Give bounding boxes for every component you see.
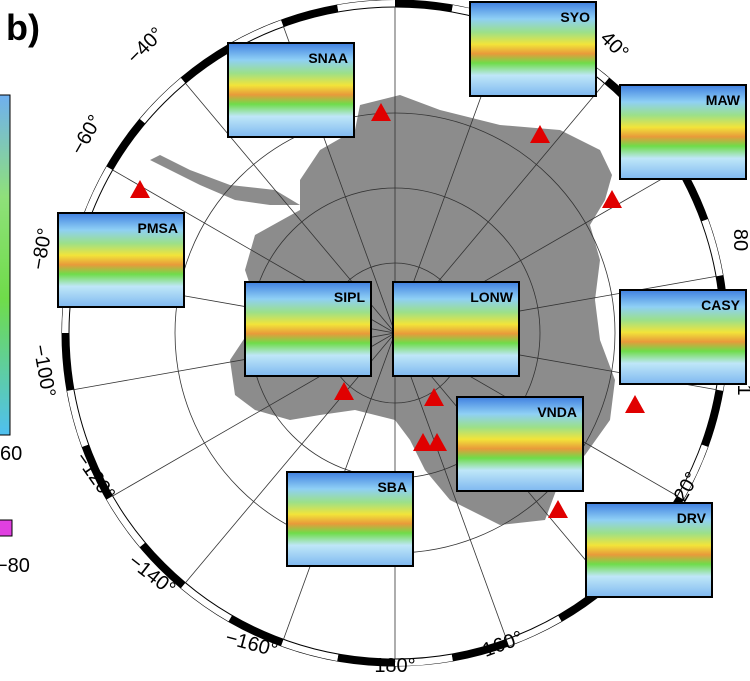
colorbar-label: 60 (0, 443, 22, 465)
station-inset: PMSA (58, 213, 184, 307)
longitude-label: −40° (123, 23, 168, 68)
station-inset: SNAA (228, 43, 354, 137)
station-inset: CASY (620, 290, 746, 384)
longitude-label: −100° (28, 343, 59, 399)
longitude-label: 80 (729, 229, 750, 251)
station-name: PMSA (138, 220, 178, 236)
station-name: VNDA (537, 404, 577, 420)
colorbar-label: −80 (0, 555, 30, 577)
longitude-label: −60° (67, 111, 107, 158)
map-figure: SNAA SYO MAW PMSA SIPL LONW CASY VNDA SBA DRV 60 … (0, 0, 750, 681)
station-name: MAW (706, 92, 741, 108)
longitude-label: 40° (596, 27, 633, 64)
station-inset: SIPL (245, 282, 371, 376)
station-inset: VNDA (457, 397, 583, 491)
station-inset: SBA (287, 472, 413, 566)
station-inset: MAW (620, 85, 746, 179)
longitude-label: −80° (28, 226, 57, 271)
station-inset: DRV (586, 503, 712, 597)
longitude-label: 180° (374, 655, 415, 677)
panel-label: b) (6, 7, 40, 48)
colorbar: 60 −80 (0, 95, 30, 577)
station-name: SBA (377, 479, 407, 495)
station-inset: LONW (393, 282, 519, 376)
colorbar-strip (0, 95, 10, 435)
station-name: LONW (470, 289, 514, 305)
colorbar-swatch (0, 520, 12, 536)
station-name: CASY (701, 297, 741, 313)
station-name: SNAA (308, 50, 348, 66)
station-name: DRV (677, 510, 707, 526)
station-inset: SYO (470, 2, 596, 96)
longitude-label: 1 (733, 384, 750, 395)
station-name: SYO (560, 9, 590, 25)
station-name: SIPL (334, 289, 366, 305)
